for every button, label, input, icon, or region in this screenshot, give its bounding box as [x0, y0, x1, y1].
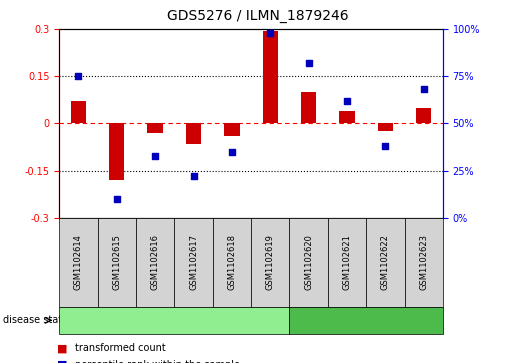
Text: GSM1102621: GSM1102621 — [342, 234, 351, 290]
Bar — [263, 30, 278, 123]
Text: GSM1102619: GSM1102619 — [266, 234, 274, 290]
Point — [151, 152, 159, 158]
Point — [74, 73, 82, 79]
Point — [343, 98, 351, 104]
Text: ■: ■ — [57, 343, 67, 354]
Text: GSM1102620: GSM1102620 — [304, 234, 313, 290]
Text: Myotonic dystrophy type 2: Myotonic dystrophy type 2 — [109, 315, 239, 325]
Text: GSM1102618: GSM1102618 — [228, 234, 236, 290]
Point — [420, 86, 428, 92]
Text: transformed count: transformed count — [75, 343, 165, 354]
Text: GDS5276 / ILMN_1879246: GDS5276 / ILMN_1879246 — [167, 9, 348, 23]
Bar — [301, 92, 316, 123]
Text: GSM1102617: GSM1102617 — [189, 234, 198, 290]
Bar — [147, 123, 163, 133]
Point — [190, 174, 198, 179]
Bar — [71, 101, 86, 123]
Text: GSM1102622: GSM1102622 — [381, 234, 390, 290]
Text: control: control — [349, 315, 383, 325]
Point — [304, 60, 313, 66]
Point — [228, 149, 236, 155]
Text: GSM1102615: GSM1102615 — [112, 234, 121, 290]
Text: GSM1102614: GSM1102614 — [74, 234, 83, 290]
Bar — [224, 123, 239, 136]
Bar — [416, 108, 432, 123]
Text: ■: ■ — [57, 360, 67, 363]
Bar — [377, 123, 393, 131]
Text: GSM1102623: GSM1102623 — [419, 234, 428, 290]
Bar — [339, 111, 355, 123]
Text: disease state: disease state — [3, 315, 67, 325]
Point — [381, 143, 389, 149]
Bar — [186, 123, 201, 144]
Text: GSM1102616: GSM1102616 — [151, 234, 160, 290]
Text: percentile rank within the sample: percentile rank within the sample — [75, 360, 239, 363]
Point — [266, 30, 274, 36]
Point — [113, 196, 121, 202]
Bar — [109, 123, 125, 180]
